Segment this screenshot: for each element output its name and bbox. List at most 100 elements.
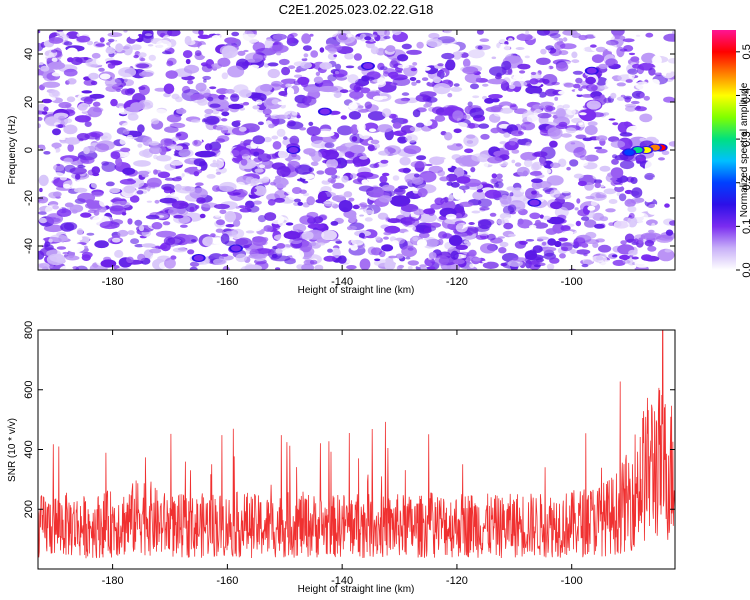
- spectrogram-cell: [439, 176, 450, 182]
- spectrogram-cell: [501, 60, 512, 71]
- snr-y-tick-label: 200: [23, 500, 35, 518]
- spectrogram-cell: [43, 106, 49, 112]
- spectrogram-cell: [545, 88, 558, 97]
- spectrogram-hotspot: [319, 108, 330, 115]
- spectrogram-cell: [581, 216, 590, 221]
- spectrogram-cell: [664, 248, 672, 253]
- spectrogram-cell: [297, 76, 310, 86]
- spectrogram-cell: [286, 33, 295, 44]
- spectrogram-cell: [255, 99, 263, 105]
- spectrogram-cell: [59, 265, 74, 270]
- spectrogram-cell: [146, 177, 162, 188]
- spectrogram-cell: [170, 192, 184, 197]
- spectrogram-cell: [252, 236, 267, 247]
- spectrogram-cell: [478, 219, 492, 230]
- spectrogram-cell: [491, 173, 497, 179]
- spectrogram-cell: [532, 104, 544, 110]
- spectrogram-cell: [186, 92, 194, 96]
- spectrogram-cell: [283, 136, 288, 140]
- spectrogram-cell: [380, 66, 388, 70]
- spectrogram-cell: [313, 216, 324, 224]
- snr-x-tick-label: -180: [102, 575, 124, 587]
- spectrogram-cell: [509, 84, 516, 90]
- spectrogram-cell: [194, 50, 202, 57]
- snr-series-line: [38, 330, 675, 559]
- spectrogram-cell: [600, 184, 605, 188]
- spectrogram-cell: [535, 219, 541, 226]
- spectrogram-cell: [291, 187, 302, 194]
- spectrogram-cell: [397, 54, 409, 62]
- spectrogram-cell: [672, 30, 675, 35]
- spectrogram-cell: [115, 157, 123, 167]
- spectrogram-cell: [581, 242, 589, 248]
- spectrogram-cell: [91, 191, 104, 197]
- snr-x-tick-label: -100: [561, 575, 583, 587]
- spectrogram-cell: [471, 210, 481, 214]
- spectrogram-cell: [309, 259, 318, 265]
- spectrogram-cell: [547, 127, 561, 137]
- spectrogram-cell: [174, 258, 182, 266]
- spectrogram-cell: [608, 35, 615, 40]
- spectrogram-cell: [149, 248, 162, 254]
- spectrogram-cell: [225, 224, 235, 228]
- spectrogram-cell: [443, 43, 460, 53]
- spectrogram-cell: [482, 83, 489, 87]
- spectrogram-cell: [634, 106, 647, 112]
- spectrogram-cell: [86, 232, 95, 236]
- spectrogram-cell: [76, 35, 91, 43]
- spectrogram-cell: [509, 140, 516, 146]
- spectrogram-cell: [447, 93, 453, 98]
- spectrogram-cell: [667, 58, 675, 64]
- spectrogram-cell: [38, 110, 45, 115]
- spectrogram-cell: [594, 179, 603, 184]
- spectrogram-cell: [134, 244, 144, 248]
- spectrogram-cell: [159, 197, 177, 204]
- spectrogram-cell: [525, 254, 544, 261]
- spectrogram-cell: [403, 145, 422, 155]
- spectrogram-cell: [586, 100, 601, 110]
- spectrogram-cell: [472, 257, 482, 262]
- spectrogram-cell: [399, 156, 411, 166]
- spectrogram-cell: [392, 122, 402, 129]
- spectrogram-cell: [210, 233, 216, 238]
- spectrogram-cell: [219, 209, 227, 215]
- spectrogram-cell: [467, 101, 473, 107]
- spectrogram-cell: [189, 266, 198, 270]
- spectrogram-cell: [414, 58, 422, 64]
- spectrogram-cell: [401, 43, 412, 50]
- spectrogram-cell: [516, 33, 533, 41]
- spectrogram-cell: [81, 254, 91, 261]
- spectrogram-cell: [195, 82, 207, 92]
- spectrogram-cell: [550, 162, 561, 169]
- spectrogram-cell: [412, 109, 421, 118]
- spectrogram-cell: [176, 108, 187, 115]
- spectrogram-cell: [138, 71, 154, 77]
- spectrogram-cell: [396, 265, 403, 270]
- spectrogram-cell: [42, 214, 48, 218]
- spectrogram-cell: [459, 201, 474, 207]
- spectrogram-cell: [95, 43, 105, 47]
- spectrogram-cell: [456, 51, 464, 55]
- spectrogram-cell: [196, 197, 206, 204]
- spectrogram-cell: [146, 200, 153, 203]
- spectrogram-cell: [546, 216, 565, 225]
- spectrogram-cell: [433, 83, 451, 95]
- spectrogram-cell: [295, 164, 312, 175]
- spectrogram-cell: [90, 80, 98, 86]
- spectrogram-cell: [652, 55, 662, 67]
- spectrogram-cell: [302, 180, 309, 184]
- spectrogram-cell: [318, 85, 339, 93]
- spectrogram-cell: [249, 64, 260, 69]
- spectrogram-cell: [124, 88, 134, 96]
- spectrogram-cell: [411, 81, 417, 86]
- snr-series: [38, 330, 675, 559]
- spectrogram-cell: [291, 249, 305, 260]
- spectrogram-cell: [426, 38, 443, 48]
- spectrogram-cell: [66, 47, 78, 56]
- spectrogram-cell: [416, 155, 427, 161]
- spectrogram-cell: [238, 126, 247, 132]
- spectrogram-cell: [522, 30, 532, 35]
- spectrogram-cell: [387, 218, 401, 224]
- spectrogram-cell: [377, 77, 386, 85]
